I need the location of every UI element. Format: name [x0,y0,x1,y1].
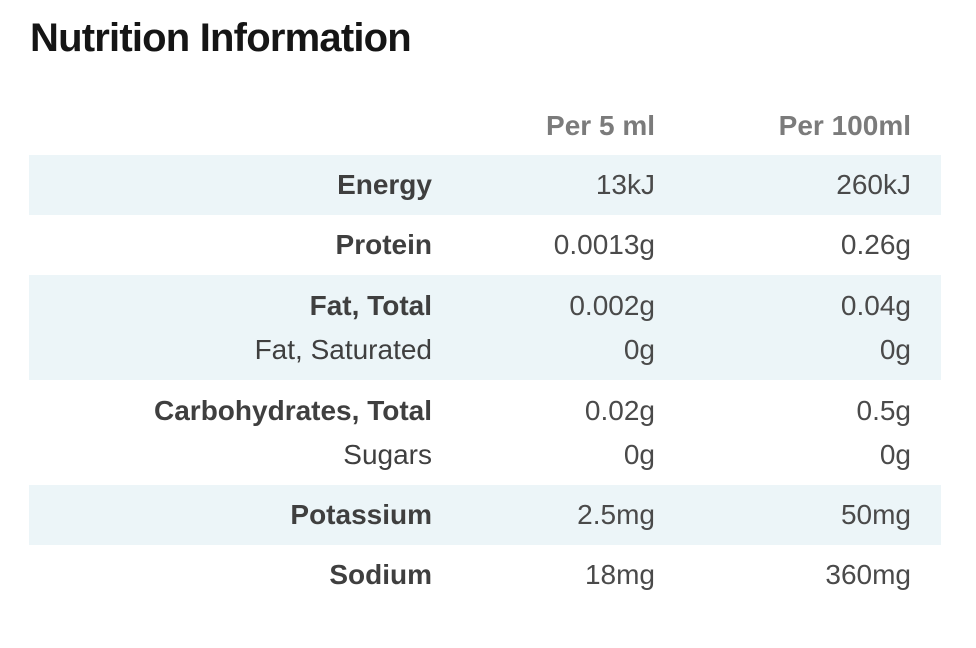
header-cell-per-5ml: Per 5 ml [546,110,655,141]
table-row-potassium: Potassium 2.5mg 50mg [29,485,941,545]
fat-total-per-5ml-value: 0.002g [569,289,655,321]
row-label-fat-saturated: Fat, Saturated [254,333,432,365]
sodium-per-100ml-value: 360mg [825,559,911,590]
fat-total-per-100ml-value: 0.04g [840,289,911,321]
row-label-sodium: Sodium [329,559,432,590]
fat-saturated-per-100ml-value: 0g [879,333,911,365]
row-label-protein: Protein [335,229,432,260]
potassium-per-100ml-value: 50mg [840,499,911,530]
table-row-sodium: Sodium 18mg 360mg [29,545,941,605]
row-label-fat-total: Fat, Total [309,289,432,321]
header-cell-empty [29,62,432,155]
table-row-protein: Protein 0.0013g 0.26g [29,215,941,275]
row-label-potassium: Potassium [290,499,432,530]
protein-per-100ml-value: 0.26g [840,229,911,260]
row-label-energy: Energy [337,169,432,200]
row-label-fat: Fat, Total Fat, Saturated [29,275,432,380]
fat-per-5ml-values: 0.002g 0g [432,275,655,380]
carbohydrates-per-100ml-values: 0.5g 0g [655,380,941,485]
row-label-sugars: Sugars [343,438,432,470]
sugars-per-100ml-value: 0g [879,438,911,470]
page-title: Nutrition Information [30,16,412,60]
energy-per-100ml-value: 260kJ [836,169,911,200]
sugars-per-5ml-value: 0g [623,438,655,470]
table-row-fat: Fat, Total Fat, Saturated 0.002g 0g 0.04… [29,275,941,380]
row-label-carbohydrates-total: Carbohydrates, Total [154,394,432,426]
protein-per-5ml-value: 0.0013g [553,229,655,260]
nutrition-table: Per 5 ml Per 100ml Energy 13kJ 260kJ Pro… [29,62,941,605]
sodium-per-5ml-value: 18mg [584,559,655,590]
fat-per-100ml-values: 0.04g 0g [655,275,941,380]
carbohydrates-total-per-5ml-value: 0.02g [584,394,655,426]
energy-per-5ml-value: 13kJ [595,169,655,200]
header-cell-per-100ml: Per 100ml [778,110,911,141]
table-row-energy: Energy 13kJ 260kJ [29,155,941,215]
table-row-carbohydrates: Carbohydrates, Total Sugars 0.02g 0g 0.5… [29,380,941,485]
carbohydrates-per-5ml-values: 0.02g 0g [432,380,655,485]
fat-saturated-per-5ml-value: 0g [623,333,655,365]
row-label-carbohydrates: Carbohydrates, Total Sugars [29,380,432,485]
carbohydrates-total-per-100ml-value: 0.5g [856,394,912,426]
potassium-per-5ml-value: 2.5mg [577,499,655,530]
header-row: Per 5 ml Per 100ml [29,62,941,155]
